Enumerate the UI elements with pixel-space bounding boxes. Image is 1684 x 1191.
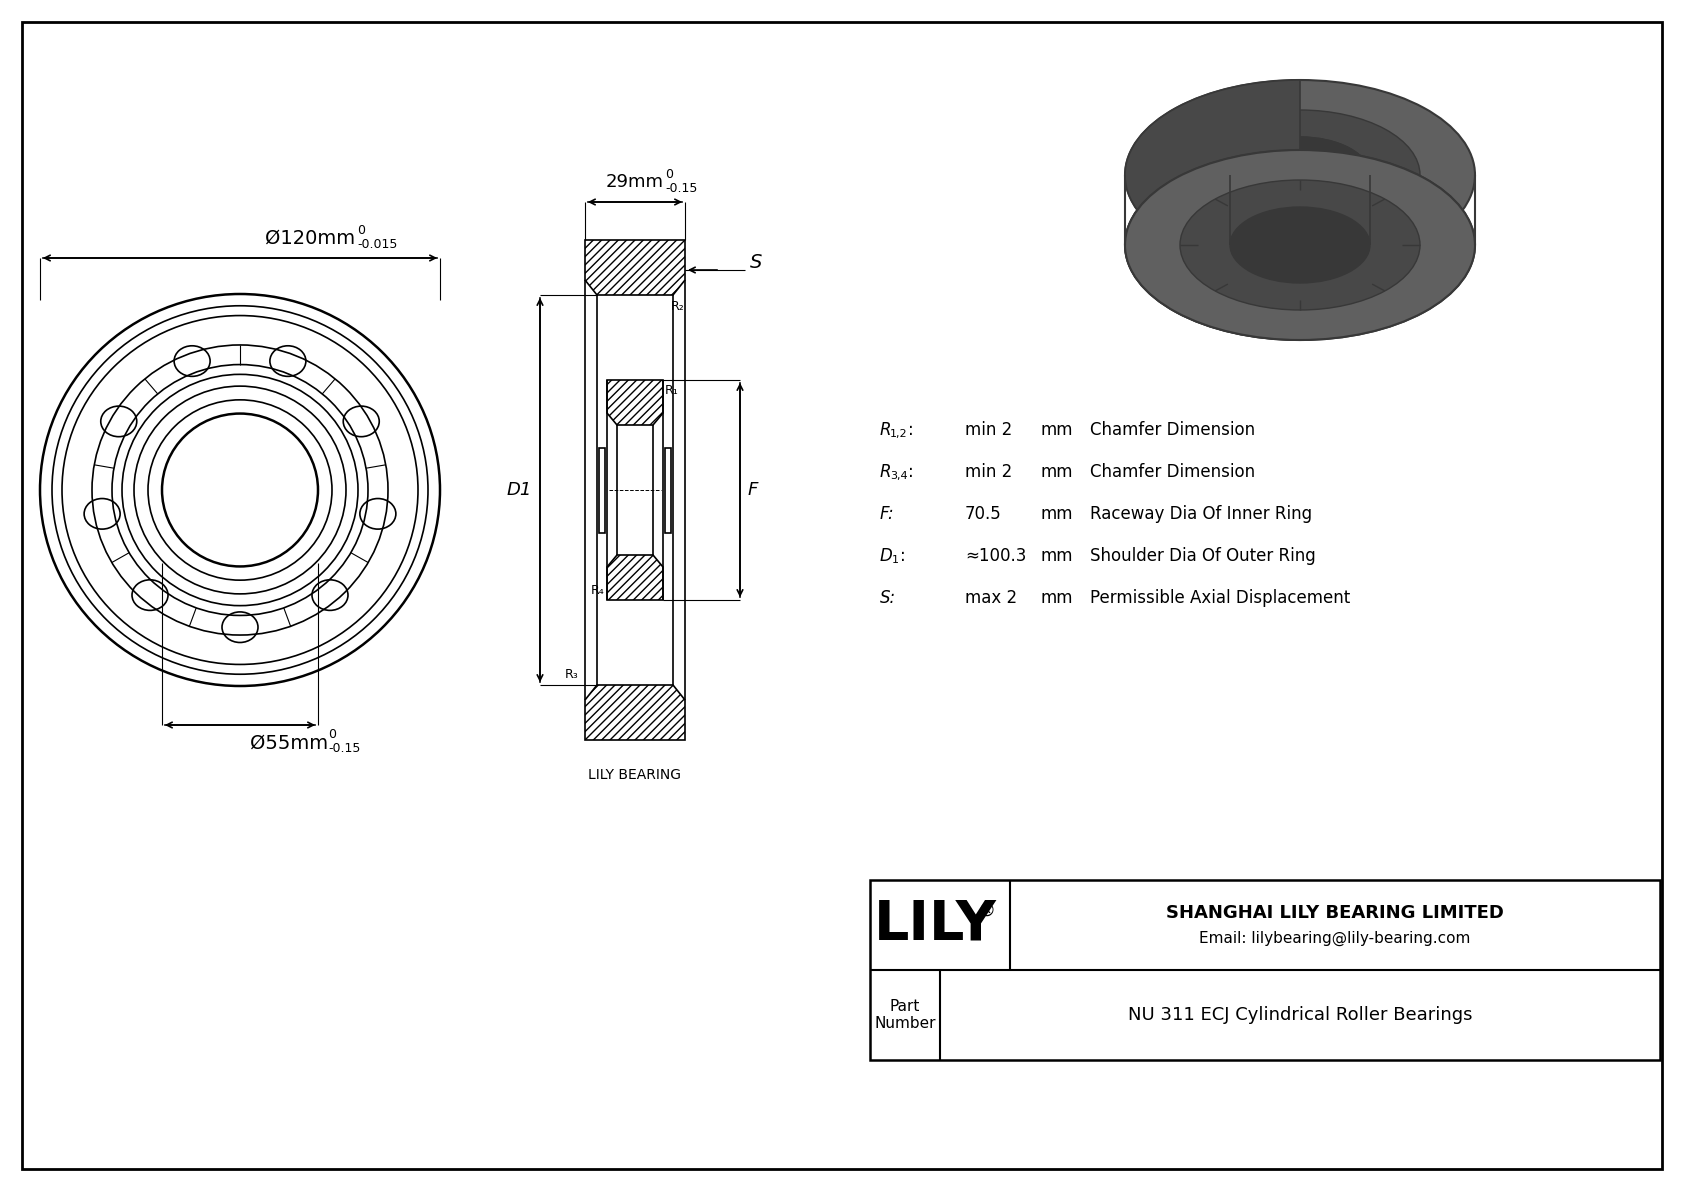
Text: R: R <box>881 463 891 481</box>
Text: R₁: R₁ <box>665 384 679 397</box>
Polygon shape <box>1125 80 1300 339</box>
Text: :: : <box>908 420 914 439</box>
Text: D1: D1 <box>507 481 532 499</box>
Ellipse shape <box>1125 150 1475 339</box>
Text: S: S <box>749 252 763 272</box>
Text: 0: 0 <box>328 729 337 742</box>
Ellipse shape <box>1180 110 1420 241</box>
Text: mm: mm <box>1041 547 1073 565</box>
Text: R₂: R₂ <box>670 300 685 313</box>
Text: R₄: R₄ <box>591 584 605 597</box>
Ellipse shape <box>1229 137 1371 213</box>
Text: 1: 1 <box>893 555 899 565</box>
Text: Part
Number: Part Number <box>874 999 936 1031</box>
Text: S:: S: <box>881 590 896 607</box>
Text: -0.15: -0.15 <box>328 742 360 755</box>
Text: R₃: R₃ <box>566 668 579 681</box>
Text: 70.5: 70.5 <box>965 505 1002 523</box>
Text: 29mm: 29mm <box>606 173 663 191</box>
Ellipse shape <box>1180 180 1420 310</box>
Text: 1,2: 1,2 <box>891 429 908 439</box>
Text: -0.15: -0.15 <box>665 181 697 194</box>
Text: Ø55mm: Ø55mm <box>249 734 328 753</box>
Text: :: : <box>908 463 914 481</box>
Text: SHANGHAI LILY BEARING LIMITED: SHANGHAI LILY BEARING LIMITED <box>1165 904 1504 922</box>
Ellipse shape <box>1125 80 1475 270</box>
Text: mm: mm <box>1041 505 1073 523</box>
Text: max 2: max 2 <box>965 590 1017 607</box>
Text: NU 311 ECJ Cylindrical Roller Bearings: NU 311 ECJ Cylindrical Roller Bearings <box>1128 1006 1472 1024</box>
Text: ®: ® <box>978 902 995 919</box>
Text: min 2: min 2 <box>965 463 1012 481</box>
Ellipse shape <box>1229 207 1371 283</box>
Text: mm: mm <box>1041 420 1073 439</box>
Text: Chamfer Dimension: Chamfer Dimension <box>1090 463 1255 481</box>
Text: 0: 0 <box>357 224 365 237</box>
Bar <box>600 448 605 532</box>
Text: F:: F: <box>881 505 894 523</box>
Ellipse shape <box>1229 137 1371 213</box>
Text: F: F <box>748 481 758 499</box>
Ellipse shape <box>1125 150 1475 339</box>
Text: mm: mm <box>1041 463 1073 481</box>
Bar <box>665 448 670 532</box>
Text: Email: lilybearing@lily-bearing.com: Email: lilybearing@lily-bearing.com <box>1199 930 1470 946</box>
Text: min 2: min 2 <box>965 420 1012 439</box>
Text: :: : <box>899 547 906 565</box>
Text: 0: 0 <box>665 168 674 181</box>
Text: Shoulder Dia Of Outer Ring: Shoulder Dia Of Outer Ring <box>1090 547 1315 565</box>
Text: Chamfer Dimension: Chamfer Dimension <box>1090 420 1255 439</box>
Text: ≈100.3: ≈100.3 <box>965 547 1026 565</box>
Text: 3,4: 3,4 <box>891 470 908 481</box>
Text: LILY BEARING: LILY BEARING <box>588 768 682 782</box>
Text: LILY: LILY <box>874 898 997 952</box>
Bar <box>871 880 1660 1060</box>
Text: Ø120mm: Ø120mm <box>264 229 355 248</box>
Text: Permissible Axial Displacement: Permissible Axial Displacement <box>1090 590 1351 607</box>
Ellipse shape <box>1180 180 1420 310</box>
Text: D: D <box>881 547 893 565</box>
Text: R: R <box>881 420 891 439</box>
Text: Raceway Dia Of Inner Ring: Raceway Dia Of Inner Ring <box>1090 505 1312 523</box>
Text: -0.015: -0.015 <box>357 238 397 251</box>
Text: mm: mm <box>1041 590 1073 607</box>
